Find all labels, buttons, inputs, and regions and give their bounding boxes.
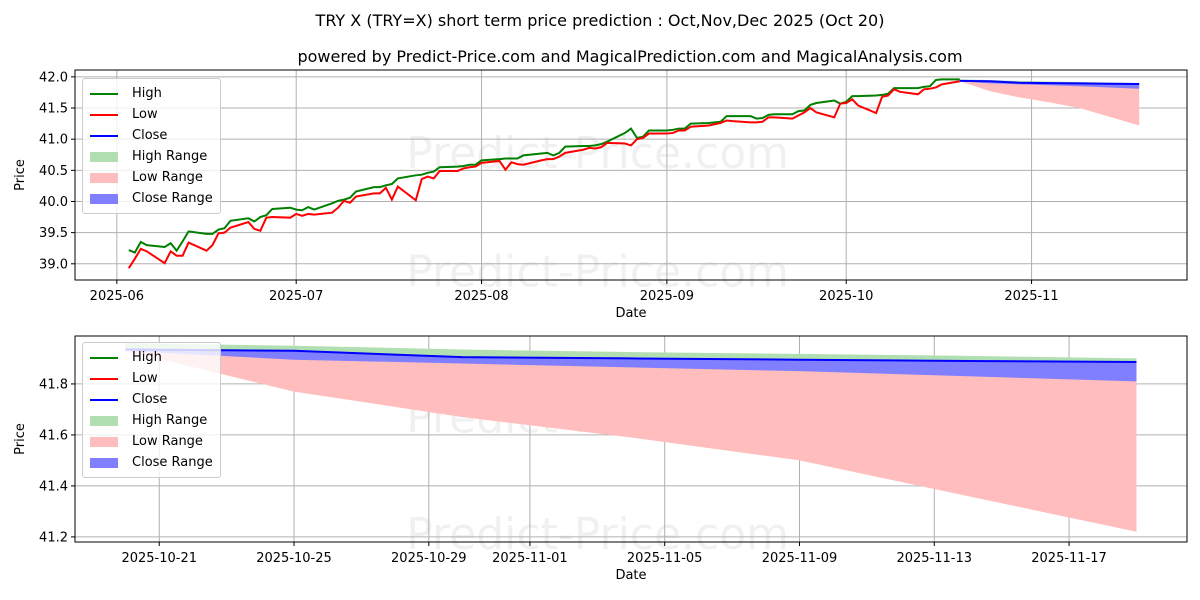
legend-label: Close Range [132, 455, 213, 470]
legend-swatch [90, 113, 118, 116]
watermark: Predict-Price.com [406, 246, 789, 297]
y-tick-label: 41.8 [39, 377, 68, 392]
close-series-line [959, 79, 1140, 85]
legend-swatch [90, 92, 118, 95]
legend-label: Low [132, 371, 158, 386]
legend-item: Close Range [90, 452, 213, 473]
y-tick-label: 39.5 [39, 226, 68, 241]
legend-item: Close Range [90, 188, 213, 209]
x-tick-label: 2025-11-05 [627, 551, 703, 566]
y-axis-label: Price [13, 423, 28, 455]
bottom-panel: Predict-Price.comPredict-Price.com41.241… [13, 335, 1188, 583]
legend-label: Low [132, 107, 158, 122]
legend-swatch [90, 134, 118, 137]
y-tick-label: 41.5 [39, 102, 68, 117]
legend-swatch [90, 398, 118, 401]
top-panel: Predict-Price.com Predict-Price.com 39.0 39… [13, 69, 1188, 321]
close-range-band [125, 349, 1137, 382]
legend-item: Low [90, 104, 213, 125]
high-series-line [128, 78, 960, 254]
legend-swatch [90, 377, 118, 380]
high-range-band [125, 343, 1137, 363]
legend-label: Low Range [132, 170, 203, 185]
legend-item: Low [90, 368, 213, 389]
chart-subtitle: powered by Predict-Price.com and Magical… [297, 47, 962, 66]
legend-item: High [90, 347, 213, 368]
x-tick-label: 2025-10-21 [121, 551, 197, 566]
legend-swatch [90, 415, 118, 426]
legend-label: Close Range [132, 191, 213, 206]
legend-item: Close [90, 125, 213, 146]
low-series-line [127, 80, 960, 269]
legend-item: High Range [90, 410, 213, 431]
plot-frame [74, 335, 1188, 543]
legend-label: Close [132, 392, 168, 407]
low-range-band [959, 80, 1140, 126]
legend-item: Close [90, 389, 213, 410]
legend-item: High Range [90, 146, 213, 167]
y-tick-label: 41.0 [39, 133, 68, 148]
legend-label: High Range [132, 413, 208, 428]
close-series-line [125, 348, 1137, 364]
legend-swatch [90, 436, 118, 447]
x-tick-label: 2025-11-09 [762, 551, 838, 566]
legend-label: Close [132, 128, 168, 143]
y-tick-label: 41.4 [39, 479, 68, 494]
legend-swatch [90, 457, 118, 468]
legend-label: High Range [132, 149, 208, 164]
x-tick-label: 2025-11-01 [492, 551, 568, 566]
x-tick-label: 2025-11 [1004, 289, 1058, 304]
watermark: Predict-Price.com [406, 128, 789, 179]
x-tick-label: 2025-11-17 [1031, 551, 1107, 566]
y-tick-label: 40.0 [39, 195, 68, 210]
legend-bottom: High Low Close High Range Low Range Close Ran… [82, 342, 221, 478]
y-tick-label: 41.2 [39, 530, 68, 545]
x-tick-label: 2025-07 [269, 289, 323, 304]
watermark: Predict-Price.com [406, 509, 789, 560]
y-tick-label: 41.6 [39, 428, 68, 443]
legend-label: High [132, 350, 162, 365]
low-range-band [125, 349, 1137, 532]
x-tick-label: 2025-10-29 [391, 551, 467, 566]
legend-item: Low Range [90, 167, 213, 188]
legend-item: Low Range [90, 431, 213, 452]
y-tick-label: 39.0 [39, 257, 68, 272]
x-tick-label: 2025-10 [819, 289, 873, 304]
x-tick-label: 2025-11-13 [896, 551, 972, 566]
y-axis-label: Price [13, 159, 28, 191]
legend-label: Low Range [132, 434, 203, 449]
legend-swatch [90, 356, 118, 359]
x-axis-label: Date [615, 568, 646, 583]
legend-swatch [90, 151, 118, 162]
legend-item: High [90, 83, 213, 104]
x-axis-label: Date [615, 306, 646, 321]
legend-label: High [132, 86, 162, 101]
chart-title: TRY X (TRY=X) short term price predictio… [315, 11, 885, 30]
y-tick-label: 40.5 [39, 164, 68, 179]
x-tick-label: 2025-09 [640, 289, 694, 304]
legend-swatch [90, 172, 118, 183]
legend-swatch [90, 193, 118, 204]
x-tick-label: 2025-06 [90, 289, 144, 304]
plot-frame [74, 69, 1188, 281]
x-tick-label: 2025-10-25 [256, 551, 332, 566]
y-tick-label: 42.0 [39, 70, 68, 85]
x-tick-label: 2025-08 [454, 289, 508, 304]
legend-top: High Low Close High Range Low Range Close Ran… [82, 78, 221, 214]
